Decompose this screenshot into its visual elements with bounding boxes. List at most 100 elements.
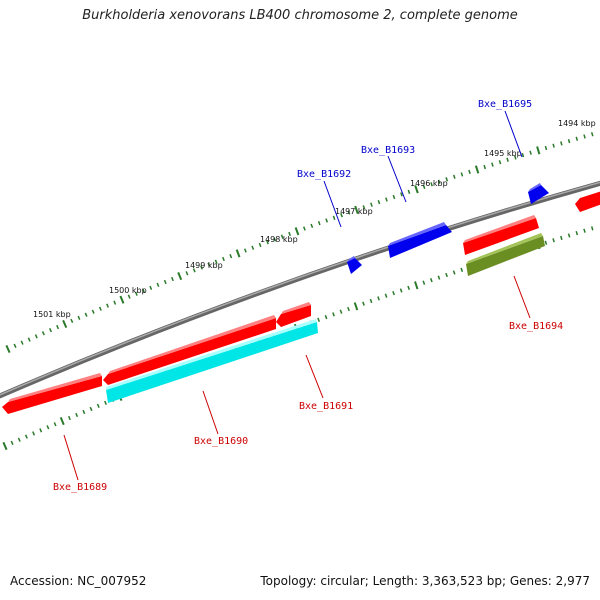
outer-tick-52 [385,197,388,202]
inner-tick-45 [332,312,335,317]
outer-tick-9 [70,318,74,324]
outer-tick-27 [200,265,203,270]
gene-bxe-b1694-red[interactable] [463,215,539,255]
inner-tick-53 [392,290,396,296]
outer-tick-51 [377,199,381,205]
gene-bxe-b1694[interactable] [466,233,545,276]
inner-tick-79 [590,226,594,231]
inner-tick-11 [82,409,86,415]
outer-tick-30 [222,256,225,262]
outer-tick-1 [13,343,17,349]
outer-tick-0 [5,344,11,354]
inner-tick-78 [583,228,586,233]
outer-tick-2 [20,340,24,345]
outer-tick-34 [251,245,255,250]
outer-tick-36 [266,240,269,245]
outer-tick-69 [513,155,517,160]
inner-tick-61 [452,270,456,275]
kbp-label-1500: 1500 kbp [109,286,147,295]
outer-tick-60 [445,177,449,182]
outer-tick-79 [590,132,594,137]
inner-tick-14 [104,400,107,405]
outer-tick-74 [552,143,555,148]
outer-tick-78 [583,134,586,139]
outer-tick-32 [235,249,241,258]
map-title: Burkholderia xenovorans LB400 chromosome… [82,8,518,23]
outer-tick-26 [192,268,196,273]
outer-tick-22 [163,279,167,285]
outer-tick-62 [460,172,464,177]
outer-tick-16 [119,295,125,304]
inner-tick-77 [575,230,579,236]
inner-tick-58 [429,277,433,283]
outer-tick-72 [536,146,541,155]
outer-tick-44 [325,218,329,223]
inner-tick-3 [24,434,28,439]
outer-tick-17 [127,294,131,299]
chromosome-backbone [0,180,600,399]
outer-tick-55 [407,189,411,195]
outer-tick-59 [437,179,441,184]
gene-label-bxe-b1692: Bxe_B1692 [297,169,351,180]
inner-tick-0 [2,441,8,451]
inner-tick-50 [369,298,373,304]
outer-tick-46 [340,213,343,218]
inner-tick-13 [96,403,100,408]
gene-label-bxe-b1690: Bxe_B1690 [194,436,248,447]
gene-bxe-b1691[interactable] [276,302,311,327]
outer-tick-58 [430,182,433,187]
outer-tick-56 [414,185,419,194]
kbp-label-1498: 1498 kbp [260,235,298,244]
inner-tick-4 [32,431,36,436]
outer-tick-13 [98,306,102,311]
leader-bxe-b1690 [202,390,219,435]
outer-tick-28 [207,262,211,267]
inner-tick-59 [437,275,441,280]
outer-tick-4 [34,334,38,339]
kbp-label-1495: 1495 kbp [484,149,522,158]
gene-bxe-b1695[interactable] [528,183,549,204]
inner-tick-2 [17,437,21,442]
gene-bxe-b1690-cyan[interactable] [106,319,318,403]
outer-tick-38 [280,234,284,239]
gene-bxe-b1689[interactable] [2,373,102,414]
kbp-label-1494: 1494 kbp [558,119,596,128]
gene-label-bxe-b1689: Bxe_B1689 [53,482,107,493]
gene-bxe-b1693[interactable] [388,222,452,258]
outer-tick-14 [106,303,109,308]
inner-tick-60 [445,272,448,278]
outer-tick-54 [400,192,403,197]
gene-bxe-b1692[interactable] [347,256,362,274]
outer-tick-77 [575,136,579,141]
outer-tick-18 [134,291,138,296]
outer-tick-57 [422,184,426,189]
outer-tick-3 [27,337,31,342]
inner-tick-47 [347,306,350,312]
inner-tick-9 [68,415,71,421]
genome-summary-text: Topology: circular; Length: 3,363,523 bp… [260,574,590,588]
outer-tick-35 [258,242,262,248]
outer-tick-64 [474,165,480,174]
outer-tick-29 [214,259,218,264]
inner-tick-5 [39,428,43,433]
outer-tick-8 [62,319,68,329]
inner-tick-52 [384,293,388,298]
inner-tick-76 [567,233,571,238]
inner-tick-10 [75,412,79,418]
gene-bxe-b1690[interactable] [103,315,276,385]
outer-tick-61 [452,174,456,179]
leader-bxe-b1693 [387,155,407,203]
outer-tick-24 [177,272,183,281]
inner-tick-74 [552,238,555,243]
leader-bxe-b1694 [513,275,531,319]
outer-tick-6 [49,328,52,333]
inner-tick-48 [353,302,359,311]
outer-tick-67 [498,160,502,165]
inner-tick-7 [53,422,57,427]
outer-tick-37 [273,237,277,242]
leader-bxe-b1692 [323,180,342,228]
outer-tick-21 [156,282,160,287]
outer-tick-20 [149,285,153,290]
gene-right-edge[interactable] [575,190,600,212]
